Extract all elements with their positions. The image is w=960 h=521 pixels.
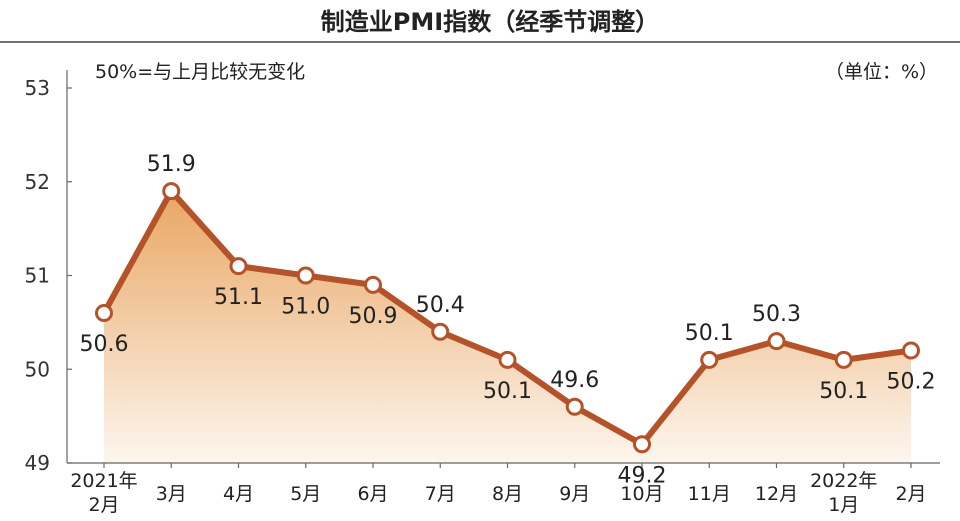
data-points bbox=[95, 182, 920, 454]
x-tick-label: 5月 bbox=[290, 483, 321, 505]
x-tick-label: 2月 bbox=[895, 483, 926, 505]
data-point bbox=[633, 435, 651, 454]
x-tick-label: 7月 bbox=[425, 483, 456, 505]
area-fill bbox=[104, 191, 911, 463]
x-tick-label: 8月 bbox=[492, 483, 523, 505]
data-point bbox=[296, 266, 315, 285]
data-point bbox=[902, 341, 920, 360]
data-point bbox=[431, 322, 450, 341]
x-tick-label: 9月 bbox=[559, 483, 590, 505]
data-label: 50.4 bbox=[416, 293, 465, 318]
data-label: 50.1 bbox=[483, 379, 532, 404]
data-point bbox=[229, 257, 248, 276]
data-label: 49.6 bbox=[550, 368, 599, 393]
data-point bbox=[162, 182, 181, 201]
x-tick-label: 2021年 bbox=[70, 470, 137, 492]
data-point bbox=[700, 350, 719, 369]
baseline-note: 50%=与上月比较无变化 bbox=[95, 61, 305, 83]
data-point bbox=[95, 304, 113, 322]
data-point bbox=[364, 275, 382, 294]
y-tick-label: 53 bbox=[25, 76, 50, 100]
x-tick-label: 6月 bbox=[357, 483, 388, 505]
data-label: 51.0 bbox=[281, 295, 330, 320]
y-tick-label: 50 bbox=[25, 357, 50, 381]
data-label: 50.6 bbox=[80, 332, 129, 357]
data-label: 51.9 bbox=[147, 152, 196, 177]
x-tick-label: 11月 bbox=[688, 483, 731, 505]
x-tick-label: 2022年 bbox=[810, 470, 877, 492]
data-point bbox=[834, 350, 853, 369]
x-tick-label: 12月 bbox=[755, 483, 798, 505]
data-label: 50.2 bbox=[887, 370, 936, 395]
data-label: 50.1 bbox=[685, 321, 734, 346]
area-fill-layer bbox=[104, 191, 911, 463]
data-point bbox=[767, 332, 786, 351]
x-tick-label: 3月 bbox=[156, 483, 187, 505]
x-tick-label: 4月 bbox=[223, 483, 254, 505]
y-tick-labels: 49 50 51 52 53 bbox=[25, 76, 72, 475]
y-tick-label: 51 bbox=[25, 264, 50, 288]
x-tick-label: 2月 bbox=[88, 494, 119, 516]
data-label: 50.9 bbox=[349, 304, 398, 329]
x-tick-label: 10月 bbox=[620, 483, 663, 505]
data-point bbox=[498, 350, 517, 369]
y-tick-label: 52 bbox=[25, 170, 50, 194]
data-label: 51.1 bbox=[214, 285, 263, 310]
data-label: 50.1 bbox=[819, 379, 868, 404]
chart-title: 制造业PMI指数（经季节调整） bbox=[321, 8, 659, 36]
unit-label: （单位：%） bbox=[825, 61, 938, 83]
data-labels: 50.6 51.9 51.1 51.0 50.9 50.4 50.1 49.6 49.2 50.1… bbox=[80, 152, 936, 488]
data-label: 49.2 bbox=[618, 463, 667, 488]
x-tick-label: 1月 bbox=[828, 494, 859, 516]
y-tick-label: 49 bbox=[25, 451, 50, 475]
data-point bbox=[565, 397, 584, 416]
data-label: 50.3 bbox=[752, 302, 801, 327]
axes bbox=[66, 70, 940, 464]
